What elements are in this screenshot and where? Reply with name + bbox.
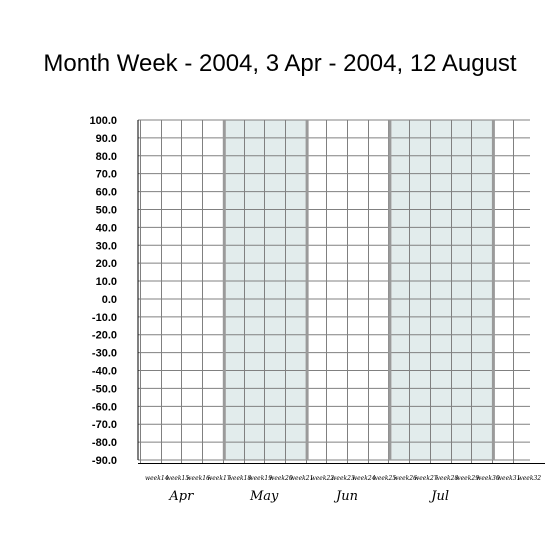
x-tick-label: week16 (186, 475, 210, 482)
y-tick-label: -70.0 (92, 419, 117, 431)
x-tick-label: week32 (518, 475, 542, 482)
x-tick-label: week20 (269, 475, 293, 482)
x-tick-label: week22 (311, 475, 335, 482)
x-tick-label: week15 (166, 475, 190, 482)
y-tick-label: -50.0 (92, 383, 117, 395)
y-tick-label: 10.0 (96, 276, 117, 288)
y-tick-label: 40.0 (96, 222, 117, 234)
y-tick-label: 100.0 (89, 115, 117, 127)
y-tick-label: -80.0 (92, 437, 117, 449)
month-label-apr: Apr (168, 489, 194, 504)
x-tick-label: week27 (414, 475, 438, 482)
month-label-jul: Jul (428, 489, 449, 504)
x-tick-label: week26 (393, 475, 417, 482)
x-tick-label: week21 (290, 475, 314, 482)
y-tick-label: -60.0 (92, 401, 117, 413)
y-tick-label: 90.0 (96, 133, 117, 145)
month-label-may: May (249, 489, 279, 504)
month-shade-may (225, 120, 307, 460)
month-label-jun: Jun (333, 489, 358, 504)
y-tick-label: -30.0 (92, 348, 117, 360)
y-tick-label: -40.0 (92, 366, 117, 378)
y-tick-label: 0.0 (102, 294, 117, 306)
x-tick-label: week23 (331, 475, 355, 482)
y-tick-label: 70.0 (96, 169, 117, 181)
x-tick-label: week29 (456, 475, 480, 482)
x-tick-label: week31 (497, 475, 521, 482)
y-tick-label: 60.0 (96, 187, 117, 199)
y-tick-label: -90.0 (92, 455, 117, 467)
y-tick-label: 30.0 (96, 240, 117, 252)
month-shade-jul (391, 120, 493, 460)
y-tick-label: 80.0 (96, 151, 117, 163)
x-tick-label: week24 (352, 475, 376, 482)
x-tick-label: week18 (228, 475, 252, 482)
x-tick-label: week28 (435, 475, 459, 482)
x-tick-label: week30 (476, 475, 500, 482)
x-tick-label: week17 (207, 475, 231, 482)
x-tick-label: week14 (145, 475, 169, 482)
y-tick-label: 50.0 (96, 204, 117, 216)
y-tick-label: -10.0 (92, 312, 117, 324)
chart-title: Month Week - 2004, 3 Apr - 2004, 12 Augu… (43, 50, 517, 77)
y-tick-label: -20.0 (92, 330, 117, 342)
y-tick-label: 20.0 (96, 258, 117, 270)
x-tick-label: week19 (249, 475, 273, 482)
x-tick-label: week25 (373, 475, 397, 482)
